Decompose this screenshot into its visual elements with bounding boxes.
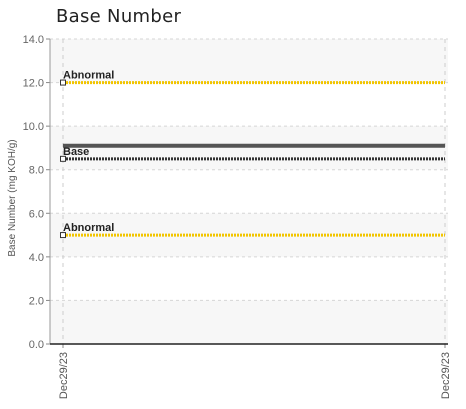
chart-title: Base Number [56, 6, 182, 27]
y-tick-label: 10.0 [23, 121, 44, 133]
series-label: Abnormal [63, 70, 114, 82]
chart-grid [50, 38, 448, 344]
chart-axes [46, 38, 448, 348]
x-tick-label: Dec29/23 [58, 352, 70, 399]
series-abnormal-3: Abnormal [60, 222, 445, 239]
chart-bands [50, 39, 448, 344]
y-tick-label: 8.0 [29, 165, 44, 177]
chart-series: Abnormal Base Abnormal [60, 70, 445, 239]
chart-band [50, 39, 448, 83]
y-tick-label: 14.0 [23, 34, 44, 46]
x-tick-labels: Dec29/23 Dec29/23 [58, 352, 452, 399]
y-tick-label: 12.0 [23, 78, 44, 90]
y-axis-label: Base Number (mg KOH/g) [7, 139, 18, 256]
series-label: Base [63, 146, 89, 158]
chart-band [50, 300, 448, 344]
y-tick-label: 0.0 [29, 339, 44, 351]
x-tick-label: Dec29/23 [440, 352, 452, 399]
series-marker [60, 79, 66, 86]
series-label: Abnormal [63, 222, 114, 234]
y-tick-labels: 0.0 2.0 4.0 6.0 8.0 10.0 12.0 14.0 [23, 34, 44, 351]
y-tick-label: 6.0 [29, 208, 44, 220]
series-marker [60, 232, 66, 239]
chart-band [50, 126, 448, 170]
y-tick-label: 2.0 [29, 295, 44, 307]
series-abnormal-0: Abnormal [60, 70, 445, 86]
series-marker [60, 155, 66, 162]
series-base-2: Base [60, 146, 445, 162]
y-tick-label: 4.0 [29, 252, 44, 264]
